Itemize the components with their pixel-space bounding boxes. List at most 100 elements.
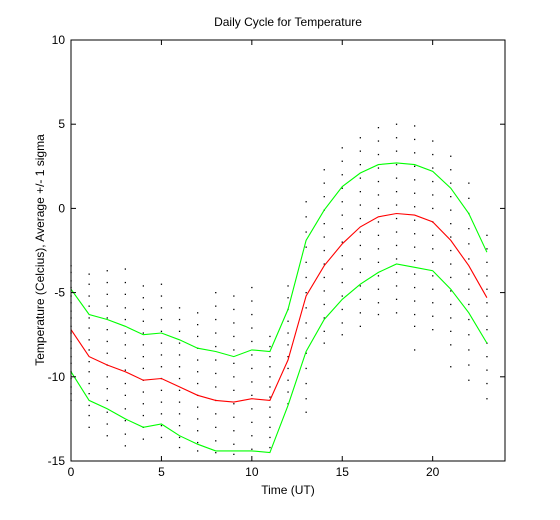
- scatter-point: [323, 276, 325, 279]
- scatter-point: [359, 217, 361, 220]
- scatter-point: [395, 137, 398, 139]
- scatter-point: [251, 435, 253, 437]
- scatter-point: [287, 297, 289, 299]
- scatter-point: [395, 191, 398, 193]
- scatter-point: [432, 329, 434, 331]
- scatter-point: [341, 201, 343, 203]
- scatter-point: [215, 359, 217, 361]
- scatter-point: [395, 258, 398, 260]
- scatter-point: [450, 155, 452, 157]
- scatter-point: [124, 281, 126, 284]
- scatter-point: [106, 435, 108, 437]
- scatter-point: [251, 394, 253, 396]
- scatter-point: [305, 367, 307, 370]
- scatter-point: [233, 376, 235, 378]
- scatter-point: [233, 453, 235, 455]
- x-tick-label: 15: [336, 465, 350, 479]
- scatter-point: [395, 298, 398, 300]
- scatter-point: [305, 276, 307, 279]
- scatter-point: [414, 179, 416, 181]
- scatter-point: [377, 207, 380, 210]
- scatter-point: [432, 153, 434, 156]
- scatter-point: [486, 302, 488, 304]
- scatter-point: [414, 138, 416, 141]
- scatter-point: [88, 404, 90, 407]
- scatter-point: [359, 150, 361, 152]
- scatter-point: [251, 381, 253, 383]
- scatter-point: [414, 233, 416, 235]
- scatter-point: [414, 246, 416, 248]
- scatter-point: [160, 413, 163, 415]
- scatter-point: [414, 219, 416, 221]
- scatter-point: [486, 288, 488, 290]
- scatter-point: [160, 354, 163, 356]
- scatter-point: [305, 216, 307, 218]
- scatter-point: [359, 137, 361, 139]
- scatter-point: [486, 248, 488, 250]
- scatter-point: [124, 344, 126, 346]
- scatter-point: [160, 389, 163, 391]
- scatter-point: [323, 342, 325, 344]
- scatter-point: [287, 391, 289, 393]
- scatter-point: [106, 423, 108, 425]
- scatter-point: [450, 182, 452, 184]
- scatter-point: [287, 344, 289, 346]
- scatter-point: [432, 248, 434, 250]
- scatter-point: [88, 305, 90, 307]
- scatter-point: [432, 302, 434, 304]
- scatter-point: [414, 192, 416, 194]
- scatter-point: [432, 234, 434, 236]
- scatter-point: [468, 364, 470, 366]
- scatter-point: [359, 204, 361, 206]
- scatter-point: [486, 369, 488, 371]
- scatter-point: [305, 352, 307, 354]
- scatter-point: [106, 317, 108, 319]
- scatter-point: [269, 426, 271, 428]
- y-tick-label: -10: [48, 370, 66, 384]
- scatter-point: [124, 268, 126, 270]
- scatter-point: [269, 406, 271, 408]
- scatter-point: [486, 261, 488, 263]
- scatter-point: [395, 204, 398, 206]
- scatter-point: [450, 249, 452, 252]
- scatter-point: [486, 275, 488, 277]
- scatter-point: [341, 241, 343, 243]
- scatter-point: [305, 231, 307, 233]
- scatter-point: [432, 261, 434, 263]
- scatter-point: [359, 164, 361, 166]
- scatter-point: [88, 283, 90, 285]
- scatter-point: [269, 366, 271, 368]
- scatter-point: [269, 386, 271, 388]
- scatter-point: [359, 312, 361, 314]
- scatter-point: [269, 436, 271, 439]
- scatter-point: [305, 411, 307, 413]
- scatter-point: [395, 244, 398, 247]
- scatter-point: [395, 285, 398, 287]
- scatter-point: [395, 217, 398, 220]
- scatter-point: [106, 270, 108, 272]
- scatter-point: [468, 243, 470, 245]
- scatter-point: [124, 394, 126, 396]
- scatter-point: [178, 446, 181, 449]
- scatter-point: [178, 389, 181, 391]
- scatter-point: [468, 197, 470, 199]
- scatter-point: [215, 345, 217, 348]
- series-line-plus-1-sigma: [70, 162, 488, 358]
- scatter-point: [468, 273, 470, 275]
- scatter-point: [215, 426, 217, 428]
- scatter-point: [450, 366, 452, 368]
- scatter-point: [377, 140, 380, 142]
- scatter-point: [160, 283, 163, 285]
- scatter-point: [468, 303, 470, 306]
- scatter-point: [215, 332, 217, 334]
- scatter-point: [450, 169, 452, 171]
- y-tick-label: -15: [48, 454, 66, 468]
- series-line-minus-1-sigma: [70, 263, 488, 454]
- plot-area: 0 5 10 15 20 -15 -10 -5 0 5 10: [48, 33, 506, 479]
- scatter-point: [160, 307, 163, 309]
- scatter-point: [178, 307, 181, 309]
- scatter-point: [269, 416, 271, 418]
- scatter-point: [106, 388, 108, 390]
- scatter-point: [269, 356, 271, 358]
- scatter-point: [88, 339, 90, 341]
